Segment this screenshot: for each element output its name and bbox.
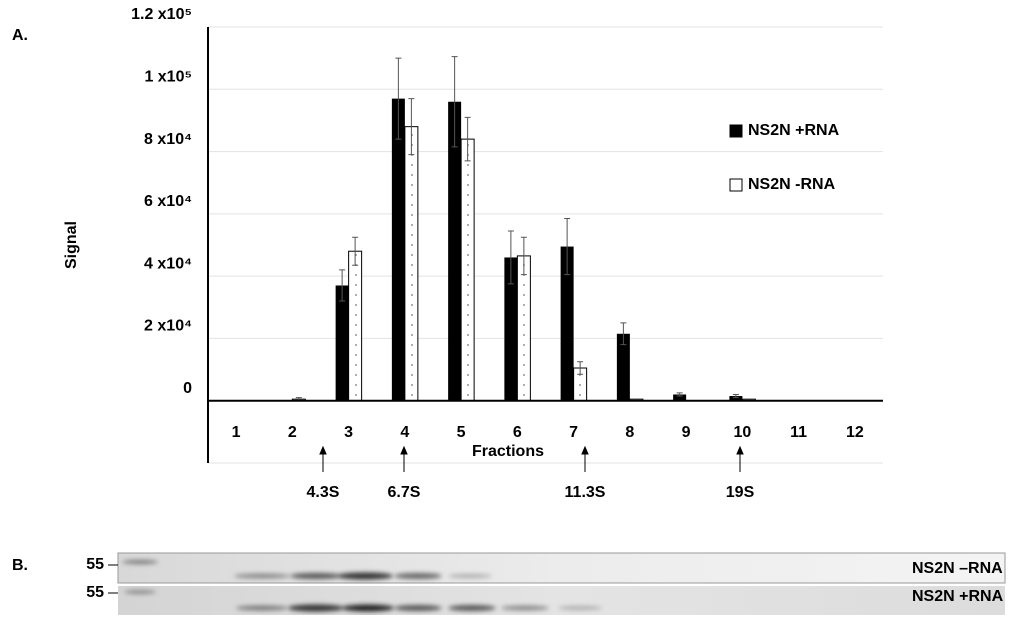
- y-tick-label: 8 x10⁴: [144, 131, 192, 148]
- annotation: 19S: [726, 484, 755, 501]
- x-tick-label: 7: [569, 424, 578, 441]
- x-tick-label: 2: [288, 424, 297, 441]
- legend-swatch: [730, 125, 742, 137]
- x-tick-label: 11: [790, 424, 807, 441]
- x-tick-label: 10: [733, 424, 751, 441]
- x-tick-label: 12: [846, 424, 864, 441]
- x-tick-label: 3: [344, 424, 353, 441]
- lane-label: NS2N –RNA: [912, 560, 1003, 577]
- y-tick-label: 2 x10⁴: [144, 318, 192, 335]
- x-tick-label: 6: [513, 424, 522, 441]
- bar: [405, 127, 418, 401]
- panel-label: A.: [12, 27, 28, 44]
- legend-label: NS2N +RNA: [748, 122, 840, 139]
- annotation: 6.7S: [388, 484, 421, 501]
- x-tick-label: 1: [232, 424, 241, 441]
- x-tick-label: 9: [682, 424, 691, 441]
- arrow: [401, 447, 407, 472]
- y-tick-label: 1 x10⁵: [144, 69, 192, 86]
- y-tick-label: 4 x10⁴: [144, 255, 192, 272]
- panel-label: B.: [12, 557, 28, 574]
- bar: [392, 99, 405, 401]
- x-tick-label: 4: [400, 424, 409, 441]
- x-tick-label: 5: [457, 424, 466, 441]
- bar: [517, 256, 530, 401]
- bar: [336, 285, 349, 400]
- x-tick-label: 8: [625, 424, 634, 441]
- marker-label: 55: [86, 556, 104, 573]
- x-axis-label: Fractions: [472, 443, 544, 460]
- gel: [108, 553, 1005, 615]
- y-tick-label: 1.2 x10⁵: [131, 6, 192, 23]
- y-tick-label: 6 x10⁴: [144, 193, 192, 210]
- arrow: [582, 447, 588, 472]
- bar: [461, 139, 474, 401]
- arrow: [737, 447, 743, 472]
- legend-label: NS2N -RNA: [748, 176, 836, 193]
- annotation: 11.3S: [565, 484, 606, 501]
- y-axis-label: Signal: [63, 221, 80, 269]
- marker-label: 55: [86, 584, 104, 601]
- legend-swatch: [730, 179, 742, 191]
- y-tick-label: 0: [183, 380, 192, 397]
- arrow: [320, 447, 326, 472]
- figure: A. Signal Fractions B. 55 55 NS2N –RNA N…: [0, 0, 1035, 615]
- annotation: 4.3S: [307, 484, 340, 501]
- gel-strip: [118, 586, 1005, 615]
- bar: [349, 251, 362, 400]
- lane-label: NS2N +RNA: [912, 588, 1004, 605]
- gel-strip: [118, 553, 1005, 583]
